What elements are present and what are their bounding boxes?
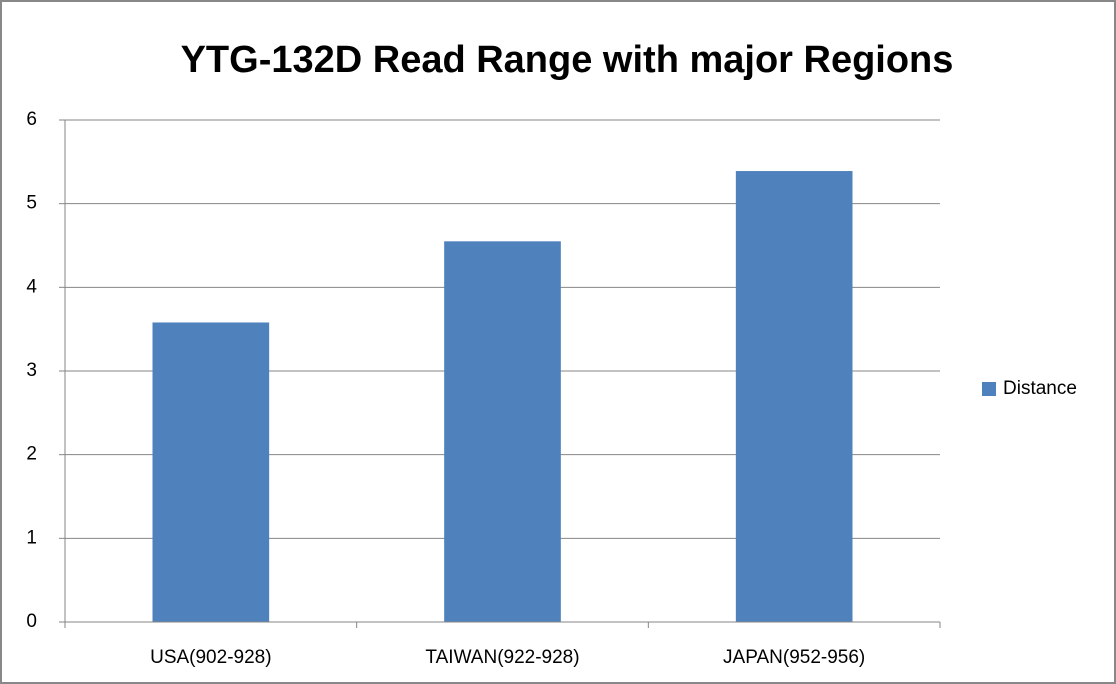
- chart-title: YTG-132D Read Range with major Regions: [181, 39, 954, 81]
- y-tick-label: 5: [26, 193, 37, 214]
- legend-swatch: [982, 382, 996, 396]
- y-tick-label: 1: [26, 527, 37, 548]
- bar: [152, 322, 270, 622]
- x-tick-label: TAIWAN(922-928): [425, 647, 579, 668]
- y-tick-label: 2: [26, 444, 37, 465]
- bar: [444, 241, 561, 623]
- y-tick-label: 3: [26, 360, 37, 381]
- x-tick-label: JAPAN(952-956): [723, 647, 865, 668]
- y-tick-label: 6: [26, 109, 37, 130]
- y-tick-label: 4: [26, 276, 37, 297]
- y-tick-label: 0: [26, 611, 37, 632]
- x-tick-label: USA(902-928): [150, 647, 271, 668]
- legend-label: Distance: [1003, 378, 1077, 399]
- bar: [735, 171, 853, 622]
